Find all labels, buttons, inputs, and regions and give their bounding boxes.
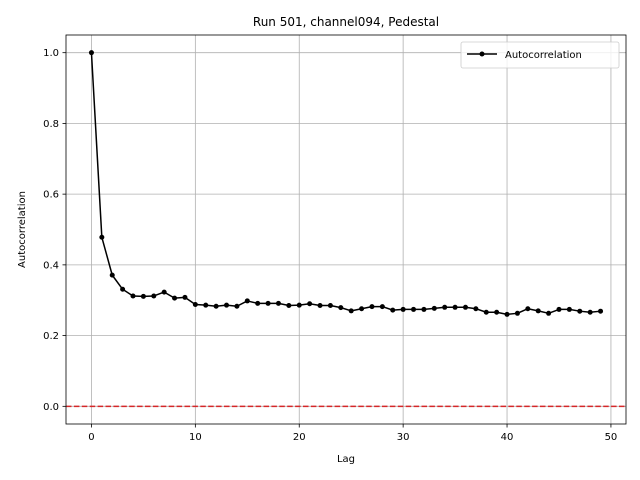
y-axis-label: Autocorrelation: [17, 191, 28, 268]
data-point: [577, 308, 583, 314]
legend: Autocorrelation: [460, 41, 620, 69]
x-tick-label: 50: [605, 432, 618, 443]
plot-frame: [65, 34, 627, 425]
plot-area: [66, 35, 626, 424]
data-point: [317, 303, 323, 309]
data-point: [338, 305, 344, 311]
data-point: [327, 303, 333, 309]
x-tick-label: 10: [189, 432, 202, 443]
data-point: [494, 309, 500, 315]
data-point: [462, 304, 468, 310]
data-point: [556, 306, 562, 312]
y-tick-label: 0.8: [43, 119, 59, 130]
data-point: [483, 309, 489, 315]
data-point: [172, 295, 178, 301]
data-point: [99, 234, 105, 240]
data-point: [265, 300, 271, 306]
data-point: [369, 304, 375, 310]
data-point: [224, 302, 230, 308]
data-point: [213, 303, 219, 309]
data-point: [255, 300, 261, 306]
chart-title: Run 501, channel094, Pedestal: [253, 15, 439, 29]
y-tick-label: 1.0: [43, 48, 59, 59]
data-point: [234, 303, 240, 309]
data-point: [140, 293, 146, 299]
data-point: [525, 306, 531, 312]
data-point: [379, 304, 385, 310]
data-point: [546, 310, 552, 316]
data-point: [161, 289, 167, 295]
x-tick-label: 20: [293, 432, 306, 443]
data-point: [151, 293, 157, 299]
legend-marker-sample: [479, 51, 485, 57]
x-tick-label: 30: [397, 432, 410, 443]
data-point: [400, 306, 406, 312]
data-point: [88, 50, 94, 56]
data-point: [359, 306, 365, 312]
data-point: [390, 307, 396, 313]
data-point: [348, 308, 354, 314]
data-point: [296, 302, 302, 308]
data-point: [452, 304, 458, 310]
data-point: [192, 301, 198, 307]
x-axis-ticks: 0 10 20 30 40 50: [88, 424, 617, 443]
data-point: [307, 301, 313, 307]
x-axis-label: Lag: [337, 454, 355, 465]
data-point: [182, 294, 188, 300]
data-point: [473, 306, 479, 312]
data-point: [244, 298, 250, 304]
y-tick-label: 0.2: [43, 331, 59, 342]
data-point: [286, 303, 292, 309]
y-tick-label: 0.6: [43, 190, 59, 201]
data-point: [431, 305, 437, 311]
y-tick-label: 0.4: [43, 260, 59, 271]
grid-lines: [66, 35, 626, 424]
data-point: [514, 310, 520, 316]
data-point: [535, 308, 541, 314]
data-point: [566, 306, 572, 312]
data-point: [504, 311, 510, 317]
series-group: [88, 50, 604, 317]
x-tick-label: 0: [88, 432, 94, 443]
legend-label: Autocorrelation: [505, 50, 582, 61]
data-point: [203, 302, 209, 308]
data-point: [109, 272, 115, 278]
y-axis-ticks: 0.0 0.2 0.4 0.6 0.8 1.0: [43, 48, 66, 413]
data-point: [411, 306, 417, 312]
data-point: [120, 286, 126, 292]
data-point: [442, 304, 448, 310]
data-point: [275, 300, 281, 306]
x-tick-label: 40: [501, 432, 514, 443]
data-point: [587, 309, 593, 315]
data-point: [598, 308, 604, 314]
data-point: [421, 306, 427, 312]
y-tick-label: 0.0: [43, 402, 59, 413]
legend-box: [460, 41, 620, 69]
data-point: [130, 293, 136, 299]
